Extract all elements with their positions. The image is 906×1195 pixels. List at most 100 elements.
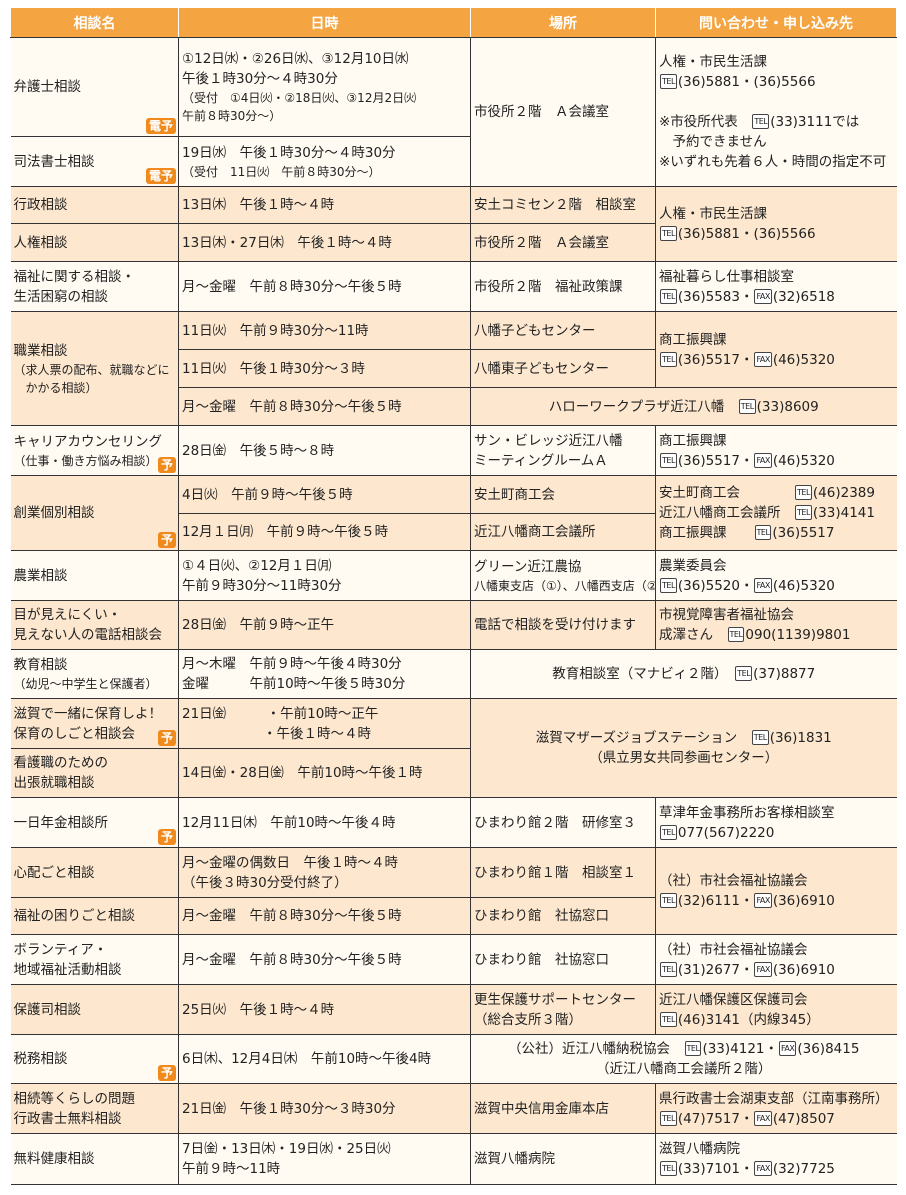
contact-cell: （社）市社会福祉協議会 TEL (31)2677・ FAX (36)6910 [655,934,897,985]
consultation-name: 見えない人の電話相談会 [14,625,163,645]
reservation-badge: 予 [157,829,176,845]
text: 職業相談 [13,342,68,359]
consultation-name: 税務相談 [14,1049,153,1069]
text: 農業相談 [13,567,68,584]
text: ひまわり館 社協窓口 [474,951,609,968]
date-line: 11日㈫ 午後１時30分～３時 [182,359,467,379]
date-cell: 19日㈬ 午後１時30分～４時30分 （受付 11日㈫ 午前８時30分～） [178,136,471,187]
text: 市視覚障害者福祉協会 [659,607,794,623]
date-line: 12月１日㈪ 午前９時～午後５時 [182,522,467,542]
table-row: 目が見えにくい・ 見えない人の電話相談会 28日㈮ 午前９時～正午 電話で相談を受け付… [10,600,897,650]
text: 電話で相談を受け付けます [474,617,636,633]
text: (36)5881・(36)5566 [677,226,816,242]
tel-icon: TEL [738,398,756,414]
date-cell: 7日㈮・13日㈭・19日㈬・25日㈫ 午前９時～11時 [178,1133,471,1185]
text: 滋賀八幡病院 [659,1141,740,1157]
date-line: 11日㈫ 午前９時30分～11時 [182,321,467,341]
contact-line: 商工振興課 [659,330,894,350]
date-line: ①４日㈫、②12月１日㈪ [182,556,467,576]
text: （近江八幡商工会議所２階） [596,1061,772,1077]
text: 福祉に関する相談・ [13,268,136,285]
text: ミーティングルームＡ [474,452,608,469]
consultation-name: 創業個別相談 [14,503,153,523]
text: 090(1139)9801 [745,627,851,643]
text: （午後３時30分受付終了） [182,874,348,891]
text: 成澤さん [659,627,727,643]
header-consultation-name: 相談名 [10,8,179,38]
contact-line: TEL (36)5881・(36)5566 [659,224,894,244]
text: （幼児～中学生と保護者） [13,677,158,691]
consultation-name: 目が見えにくい・ [14,605,153,625]
text: ※いずれも先着６人・時間の指定不可 [659,154,887,170]
text: (31)2677・ [677,961,754,978]
text: (33)7101・ [677,1161,754,1177]
text: 21日㈮ ・午前10時～正午 [182,705,379,722]
date-cell: 25日㈫ 午後１時～４時 [178,984,471,1035]
contact-cell: 草津年金事務所お客様相談室 TEL 077(567)2220 [655,797,897,848]
name-cell: 人権相談 [10,223,179,262]
date-cell: 11日㈫ 午後１時30分～３時 [178,349,471,388]
text: (36)5517・ [677,452,754,469]
note-line: （仕事・働き方悩み相談） [14,452,158,470]
consultation-name: キャリアカウンセリング [14,432,163,452]
table-row: ボランティア・ 地域福祉活動相談 月～金曜 午前８時30分～午後５時 ひまわり館 社協… [10,934,897,985]
place-contact-line: （公社）近江八幡納税協会 TEL (33)4121・ FAX (36)8415 [474,1039,894,1059]
text: 午前８時30分～） [182,109,282,123]
date-line: 月～金曜 午前８時30分～午後５時 [182,950,467,970]
consultation-name: 一日年金相談所 [14,813,153,833]
text: 福祉暮らし仕事相談室 [659,268,794,285]
text: (36)5520・ [677,577,754,594]
text: (36)1831 [769,730,832,746]
table-row: 12月１日㈪ 午前９時～午後５時 近江八幡商工会議所 [11,513,897,551]
contact-line: 商工振興課 TEL (36)5517 [659,523,894,543]
name-cell: 無料健康相談 [10,1133,179,1185]
date-cell: ①12日㈬・②26日㈬、③12月10日㈬ 午後１時30分～４時30分 （受付 ①4日… [178,37,471,137]
text: 更生保護サポートセンター [474,991,636,1008]
text: 月～金曜 午前８時30分～午後５時 [182,398,402,415]
text: 19日㈬ 午後１時30分～４時30分 [182,144,396,161]
place-cell: 市役所２階 Ａ会議室 [470,223,656,262]
text: ※市役所代表 [659,114,752,130]
text: (33)4141 [812,505,875,521]
table-row: 月～金曜 午前８時30分～午後５時 ハローワークプラザ近江八幡 TEL (33)86… [11,387,897,426]
text: (46)5320 [772,351,835,368]
text: 税務相談 [13,1051,68,1067]
text: かかる相談） [13,380,98,395]
date-line: 月～金曜 午前８時30分～午後５時 [182,277,467,297]
text: 福祉の困りごと相談 [13,908,136,924]
table-row: キャリアカウンセリング （仕事・働き方悩み相談）予 28日㈮ 午後５時～８時 サン・ビ… [10,425,897,476]
text: 県行政書士会湖東支部（江南事務所） [659,1090,889,1107]
text: 草津年金事務所お客様相談室 [659,804,835,821]
place-contact-cell: ハローワークプラザ近江八幡 TEL (33)8609 [470,387,897,426]
reservation-badge: 予 [157,532,176,548]
date-cell: 21日㈮ 午後１時30分～３時30分 [178,1083,471,1134]
text: 午前９時～11時 [182,1161,281,1177]
text: ①４日㈫、②12月１日㈪ [182,557,332,574]
fax-icon: FAX [754,351,772,367]
name-cell: 福祉の困りごと相談 [10,897,179,935]
note-line: かかる相談） [14,379,153,397]
place-line: （総合支所３階） [474,1010,652,1030]
text: 市役所２階 Ａ会議室 [474,234,609,251]
contact-line: 滋賀八幡病院 [659,1139,894,1159]
consultation-name: 行政相談 [14,195,153,215]
consultation-name: 相続等くらしの問題 [14,1089,153,1109]
text: ひまわり館 社協窓口 [474,908,609,924]
contact-cell: 人権・市民生活課 TEL (36)5881・(36)5566 [655,186,897,262]
contact-cell: 商工振興課 TEL (36)5517・ FAX (46)5320 [655,425,897,476]
date-cell: 月～金曜 午前８時30分～午後５時 [178,934,471,985]
text: 金曜 午前10時～午後５時30分 [182,676,406,692]
table-row: 滋賀で一緒に保育しよ！ 保育のしごと相談会予 21日㈮ ・午前10時～正午 ・午後１… [10,698,897,798]
note-line: 八幡東支店（①）、八幡西支店（②） [474,577,655,595]
date-line: 25日㈫ 午後１時～４時 [182,1000,467,1020]
consultation-name: 職業相談 [14,341,153,361]
table-row: 福祉の困りごと相談 月～金曜 午前８時30分～午後５時 ひまわり館 社協窓口 [10,897,897,935]
contact-line: （社）市社会福祉協議会 [659,871,894,891]
text: 八幡東子どもセンター [474,360,609,377]
note-line: 午前８時30分～） [182,107,467,125]
place-line: ひまわり館 社協窓口 [474,906,652,926]
date-line: （午後３時30分受付終了） [182,873,467,893]
contact-cell: 安土町商工会 TEL (46)2389 近江八幡商工会議所 TEL (33)4141 商… [655,475,897,551]
tel-icon: TEL [660,824,677,840]
text: （受付 11日㈫ 午前８時30分～） [182,164,381,179]
